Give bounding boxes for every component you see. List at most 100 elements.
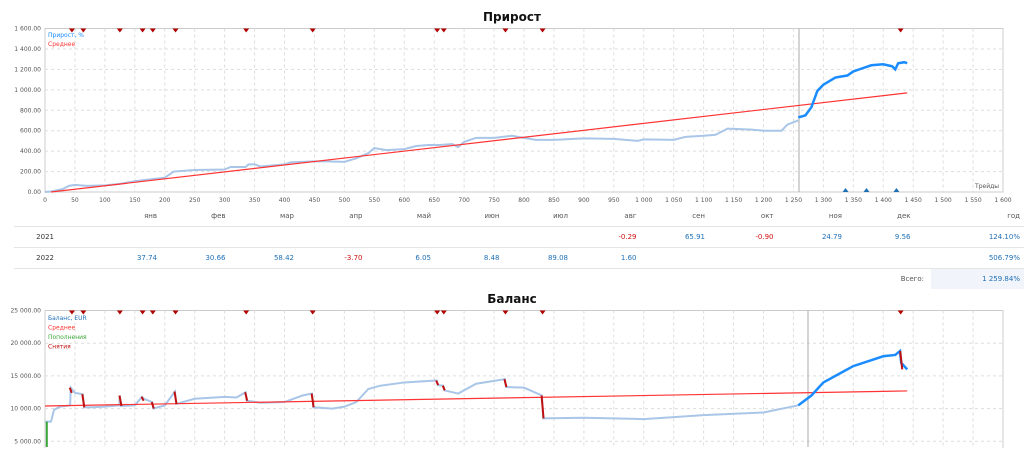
month-header: май (416, 212, 431, 220)
total-value: 1 259.84% (982, 275, 1020, 283)
withdrawal-marker (172, 28, 179, 33)
withdrawal-marker (149, 28, 156, 33)
x-tick-label: 1 300 (815, 197, 832, 204)
x-tick-label: 1 500 (935, 197, 952, 204)
withdrawal-marker (539, 310, 546, 315)
month-header: дек (897, 212, 911, 220)
withdrawal-marker (897, 310, 904, 315)
growth-chart-title: Прирост (483, 10, 541, 24)
year-label: 2022 (36, 254, 54, 262)
y-tick-label: 800.00 (20, 107, 41, 114)
withdrawal-marker (172, 310, 179, 315)
y-tick-label: 400.00 (20, 148, 41, 155)
x-tick-label: 50 (71, 197, 79, 204)
legend-item: Снятия (48, 344, 71, 351)
average-line (44, 390, 908, 407)
x-tick-label: 1 100 (695, 197, 712, 204)
withdrawal-bar (899, 350, 904, 370)
month-value: -0.90 (755, 233, 774, 241)
withdrawal-bar (140, 396, 145, 402)
withdrawal-bar (441, 385, 446, 391)
y-tick-label: 1 000.00 (14, 87, 41, 94)
month-header: июл (553, 212, 568, 220)
y-tick-label: 20 000.00 (10, 340, 41, 347)
x-tick-label: 500 (339, 197, 351, 204)
month-value: 1.60 (620, 254, 637, 262)
balance-history-line (45, 378, 799, 423)
withdrawal-marker (80, 310, 87, 315)
deposit-marker (842, 188, 849, 192)
month-value: 9.56 (894, 233, 911, 241)
withdrawal-marker (434, 310, 441, 315)
legend-average: Среднее (48, 41, 75, 48)
y-tick-label: 1 200.00 (14, 66, 41, 73)
legend-item: Среднее (48, 325, 75, 332)
withdrawal-marker (149, 310, 156, 315)
total-label: Всего: (900, 275, 924, 283)
withdrawal-marker (68, 310, 75, 315)
y-tick-label: 0.00 (28, 189, 42, 196)
month-value: 8.48 (483, 254, 500, 262)
withdrawal-marker (80, 28, 87, 33)
month-value: 89.08 (547, 254, 568, 262)
month-value: 65.91 (684, 233, 705, 241)
x-tick-label: 350 (249, 197, 261, 204)
y-tick-label: 10 000.00 (10, 406, 41, 413)
x-tick-label: 800 (518, 197, 530, 204)
x-tick-label: 200 (159, 197, 171, 204)
month-header: сен (692, 212, 705, 220)
table-header-row: янв фев мар апр май июн июл авг сен окт ноя дек год (14, 206, 1024, 227)
withdrawal-marker (68, 28, 75, 33)
month-value: -0.29 (618, 233, 637, 241)
x-tick-label: 1 250 (785, 197, 802, 204)
withdrawal-marker (243, 310, 250, 315)
x-tick-label: 900 (578, 197, 590, 204)
withdrawal-marker (116, 310, 123, 315)
legend-item: Пополнения (48, 334, 87, 341)
legend-item: Баланс, EUR (48, 315, 87, 322)
year-total: 506.79% (988, 254, 1020, 262)
withdrawal-bar (435, 380, 440, 386)
y-tick-label: 25 000.00 (10, 308, 41, 315)
month-header: апр (349, 212, 363, 220)
growth-history-line (44, 119, 799, 193)
x-tick-label: 0 (43, 197, 47, 204)
month-value: 37.74 (136, 254, 157, 262)
x-tick-label: 550 (369, 197, 381, 204)
table-row: 2021 -0.29 65.91 -0.90 24.79 9.56 124.10% (14, 227, 1024, 248)
withdrawal-bar (173, 391, 178, 405)
x-tick-label: 1 350 (845, 197, 862, 204)
month-header: окт (760, 212, 774, 220)
x-tick-label: 600 (399, 197, 411, 204)
x-tick-label: 1 150 (725, 197, 742, 204)
withdrawal-marker (440, 28, 447, 33)
month-header: июн (484, 212, 500, 220)
x-tick-label: 1 400 (875, 197, 892, 204)
x-tick-label: 1 200 (755, 197, 772, 204)
withdrawal-bar (118, 395, 123, 407)
x-tick-label: 850 (548, 197, 560, 204)
month-header: фев (211, 212, 226, 220)
withdrawal-marker (502, 310, 509, 315)
x-tick-label: 750 (488, 197, 500, 204)
withdrawal-marker (139, 28, 146, 33)
withdrawal-bar (81, 394, 86, 408)
month-header: янв (144, 212, 157, 220)
growth-forward-line (797, 60, 908, 119)
x-tick-label: 1 050 (665, 197, 682, 204)
y-tick-label: 200.00 (20, 169, 41, 176)
withdrawal-bar (68, 387, 73, 394)
table-row: 2022 37.74 30.66 58.42 -3.70 6.05 8.48 89.08 1.6… (14, 248, 1024, 269)
x-tick-label: 250 (189, 197, 201, 204)
x-tick-label: 400 (279, 197, 291, 204)
table-total-row: Всего: 1 259.84% (14, 269, 1024, 289)
year-label: 2021 (36, 233, 54, 241)
deposit-marker (863, 188, 870, 192)
growth-chart: 0 50 100 150 200 250 300 350 400 450 500 550 600 650 7… (14, 26, 1011, 205)
balance-chart: 5 000.00 10 000.00 15 000.00 20 000.00 25 00… (10, 308, 1004, 448)
x-tick-label: 300 (219, 197, 231, 204)
x-tick-label: 1 000 (635, 197, 652, 204)
y-tick-label: 600.00 (20, 128, 41, 135)
month-header: мар (279, 212, 294, 220)
x-tick-label: 100 (99, 197, 111, 204)
